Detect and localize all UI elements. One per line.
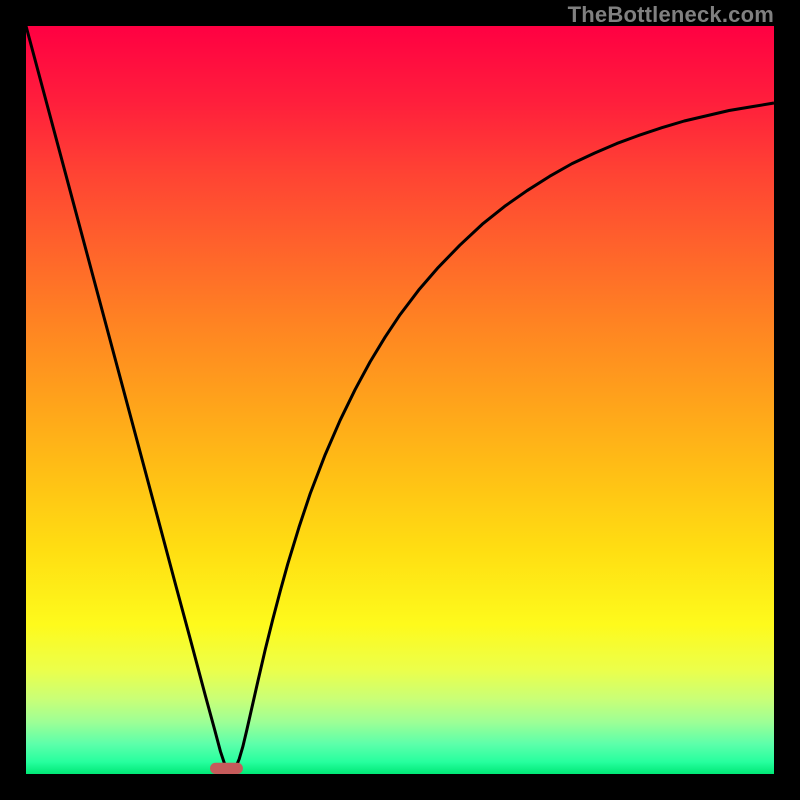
- optimal-marker: [210, 763, 243, 774]
- frame-border: [0, 0, 26, 800]
- frame-border: [0, 774, 800, 800]
- frame-border: [774, 0, 800, 800]
- bottleneck-chart: [0, 0, 800, 800]
- watermark-text: TheBottleneck.com: [568, 2, 774, 28]
- gradient-background: [26, 26, 774, 774]
